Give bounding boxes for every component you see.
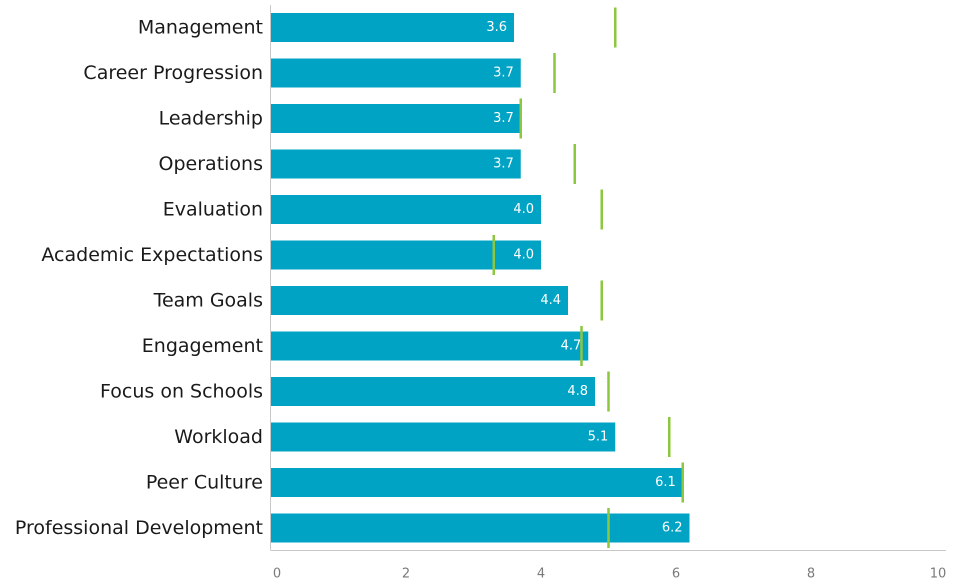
- benchmark-marker-6: [600, 280, 603, 321]
- value-label-5: 4.0: [513, 248, 534, 263]
- category-label-2: Leadership: [159, 108, 263, 130]
- benchmark-marker-4: [600, 189, 603, 230]
- category-labels: Management Career Progression Leadership Op…: [15, 17, 263, 540]
- bar-6: [271, 286, 568, 315]
- category-label-1: Career Progression: [83, 62, 263, 84]
- markers-layer: [492, 7, 684, 548]
- benchmark-marker-1: [553, 53, 556, 93]
- bar-10: [271, 468, 683, 497]
- bar-8: [271, 377, 595, 406]
- value-label-1: 3.7: [493, 66, 514, 81]
- value-label-0: 3.6: [486, 20, 507, 35]
- benchmark-marker-0: [614, 7, 617, 48]
- bar-1: [271, 58, 521, 88]
- bar-0: [271, 13, 514, 42]
- category-label-5: Academic Expectations: [41, 244, 263, 266]
- category-label-7: Engagement: [142, 335, 263, 357]
- bar-11: [271, 513, 690, 543]
- category-label-10: Peer Culture: [146, 472, 263, 494]
- benchmark-marker-9: [668, 417, 671, 457]
- bars-layer: [271, 13, 690, 543]
- x-tick-label-0: 0: [273, 567, 281, 582]
- x-tick-label-4: 8: [807, 567, 815, 582]
- x-tick-label-2: 4: [537, 567, 545, 582]
- category-label-6: Team Goals: [153, 290, 263, 312]
- bar-3: [271, 149, 521, 179]
- benchmark-marker-3: [573, 144, 576, 184]
- benchmark-marker-10: [681, 462, 684, 503]
- x-tick-label-1: 2: [402, 567, 410, 582]
- x-tick-label-3: 6: [672, 567, 680, 582]
- axes: 0 2 4 6 8 10: [270, 5, 947, 582]
- category-label-9: Workload: [174, 426, 263, 448]
- value-label-10: 6.1: [655, 475, 676, 490]
- x-tick-label-5: 10: [930, 567, 947, 582]
- value-label-2: 3.7: [493, 111, 514, 126]
- bar-9: [271, 422, 616, 452]
- benchmark-marker-2: [519, 98, 522, 139]
- benchmark-marker-11: [607, 508, 610, 548]
- bar-2: [271, 104, 521, 133]
- value-label-8: 4.8: [567, 384, 588, 399]
- category-label-0: Management: [138, 17, 263, 39]
- value-label-9: 5.1: [588, 430, 609, 445]
- value-label-4: 4.0: [513, 202, 534, 217]
- value-labels: 3.6 3.7 3.7 3.7 4.0 4.0 4.4 4.7 4.8 5.1 6.1 6.2: [486, 20, 682, 536]
- value-label-6: 4.4: [540, 293, 561, 308]
- value-label-11: 6.2: [662, 521, 683, 536]
- benchmark-marker-5: [492, 235, 495, 275]
- category-label-3: Operations: [159, 153, 263, 175]
- bar-7: [271, 331, 589, 361]
- bar-5: [271, 240, 541, 270]
- benchmark-marker-7: [580, 326, 583, 366]
- category-label-8: Focus on Schools: [100, 381, 263, 403]
- benchmark-marker-8: [607, 371, 610, 412]
- bar-4: [271, 195, 541, 224]
- value-label-3: 3.7: [493, 157, 514, 172]
- category-label-4: Evaluation: [163, 199, 263, 221]
- value-label-7: 4.7: [561, 339, 582, 354]
- category-label-11: Professional Development: [15, 517, 263, 539]
